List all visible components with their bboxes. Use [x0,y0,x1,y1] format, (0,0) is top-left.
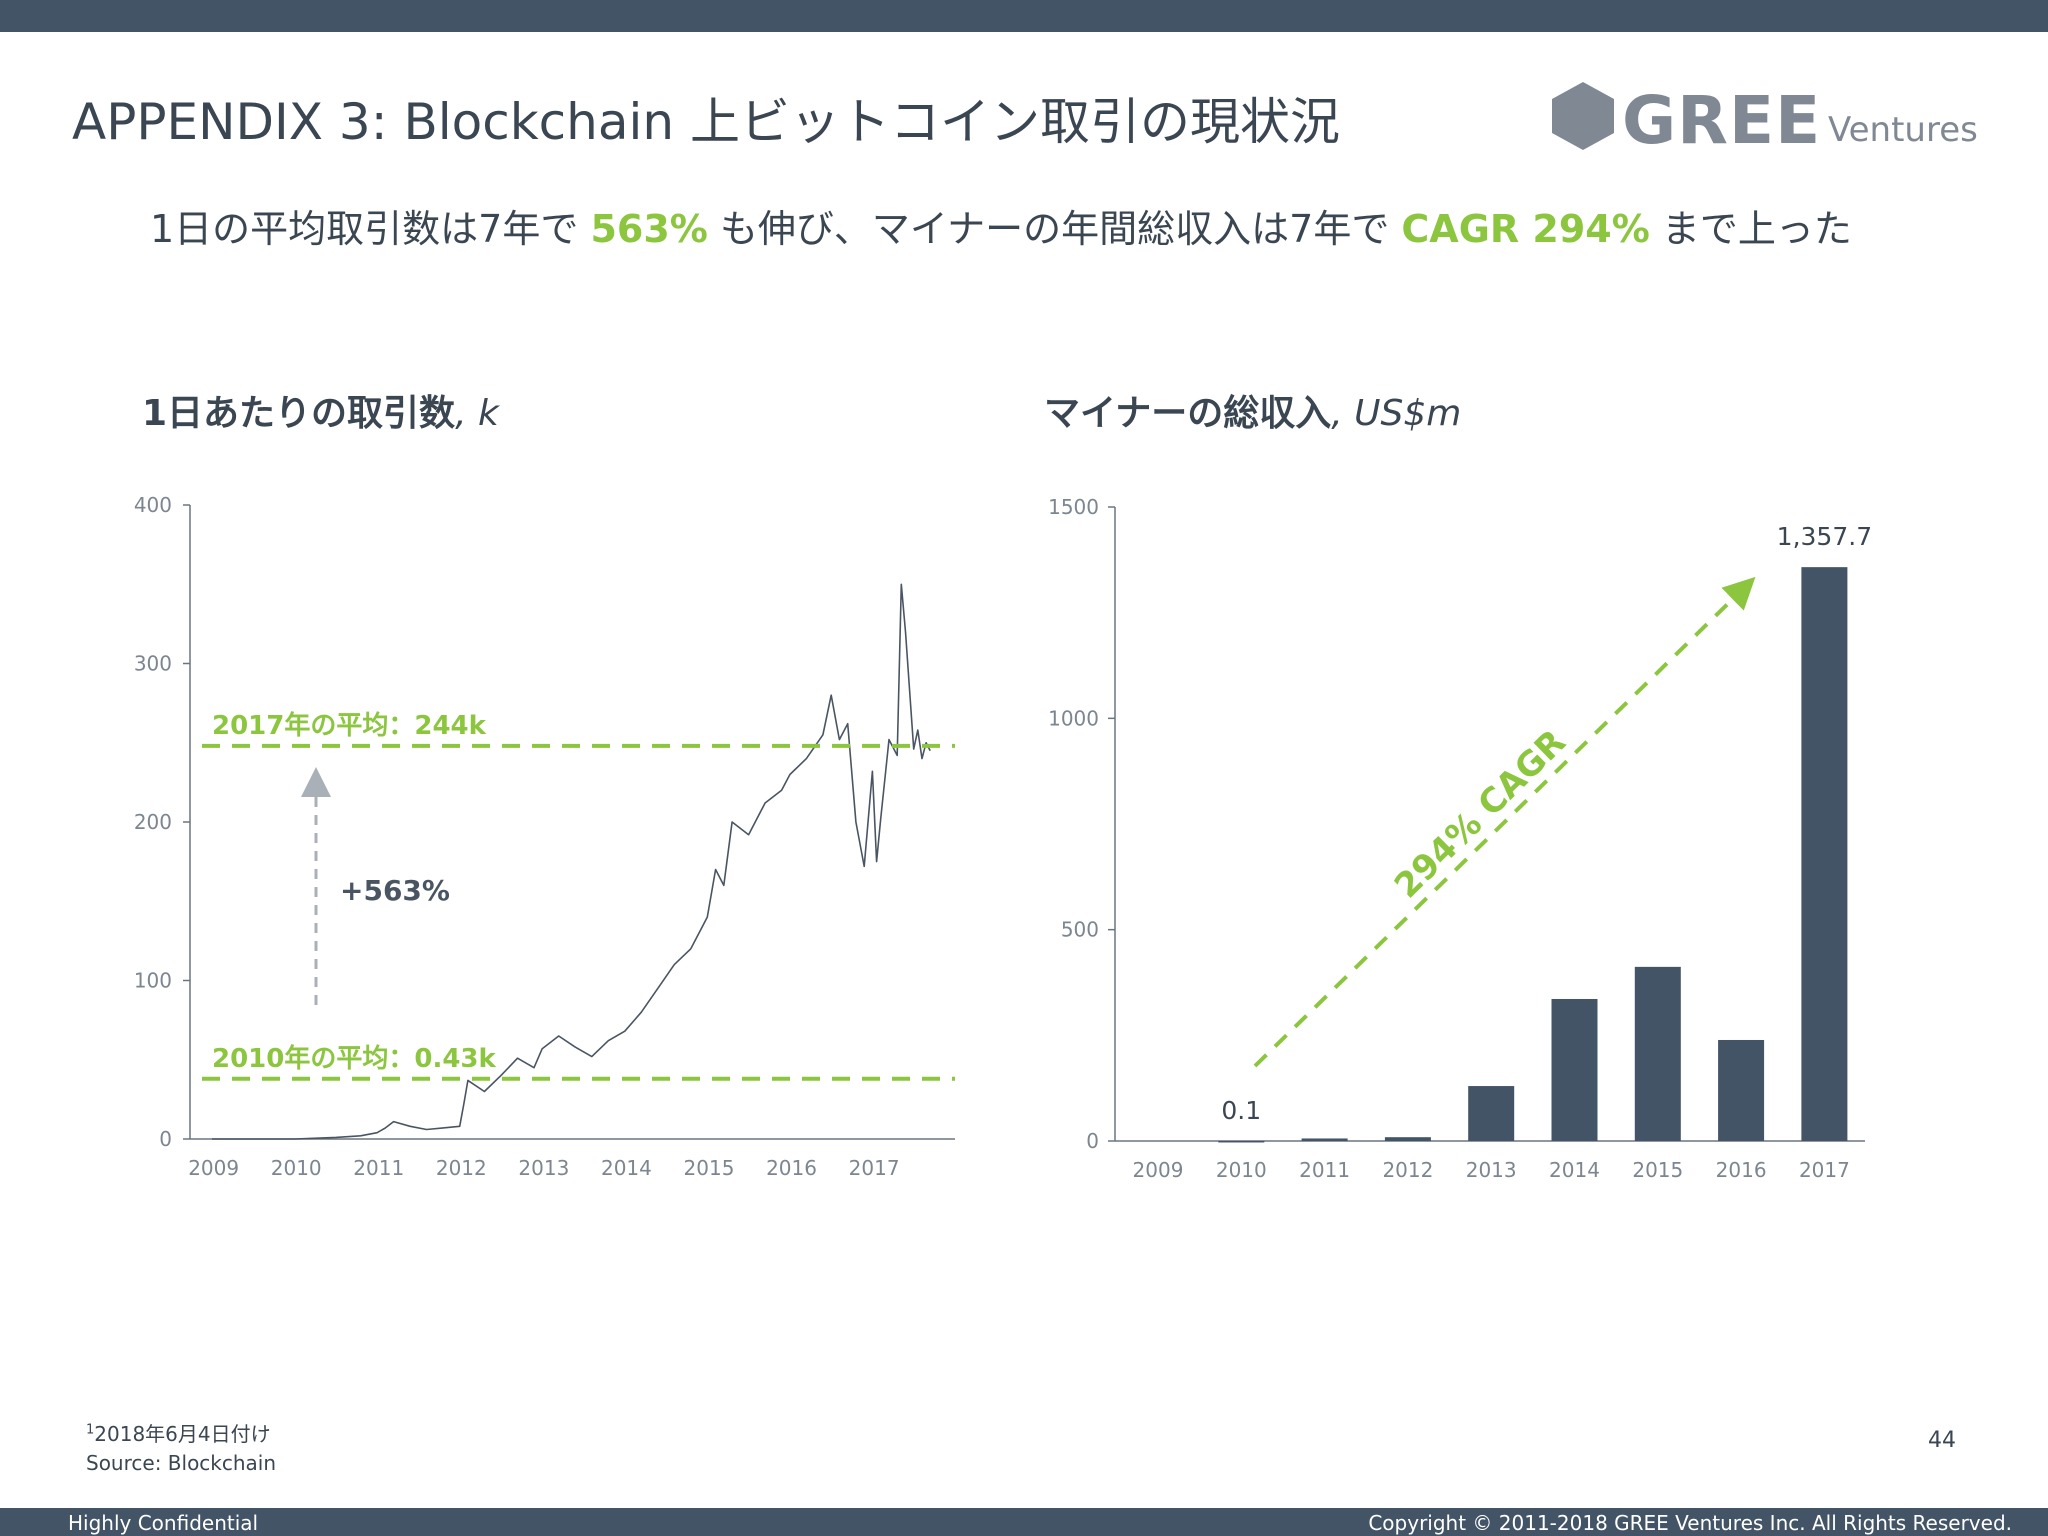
page-number: 44 [1928,1428,1956,1453]
confidential-label: Highly Confidential [68,1511,259,1535]
right-x-tick-label: 2009 [1133,1158,1184,1182]
source-note: Source: Blockchain [86,1451,277,1475]
revenue-bar [1468,1086,1515,1141]
subtitle-part-2: も伸び、マイナーの年間総収入は7年で [707,207,1402,251]
left-y-tick-label: 300 [134,652,172,676]
growth-annotation: +563% [340,874,450,907]
revenue-bar [1218,1140,1265,1143]
transactions-line [212,583,931,1140]
bar-data-label: 0.1 [1221,1096,1261,1125]
cagr-annotation: 294% CAGR [1387,722,1574,906]
left-x-tick-label: 2014 [601,1156,652,1180]
right-x-tick-label: 2015 [1632,1158,1683,1182]
right-x-tick-label: 2011 [1299,1158,1350,1182]
left-x-tick-label: 2016 [766,1156,817,1180]
right-bar-chart: 0 500 1000 1500 2009 2010 0.1 2011 2012 2013 2014 2… [1048,495,1872,1182]
left-x-tick-label: 2017 [849,1156,900,1180]
left-x-tick-label: 2013 [518,1156,569,1180]
left-chart-title: 1日あたりの取引数, k [142,384,499,436]
right-y-tick-label: 1000 [1048,706,1099,730]
reference-line-label: 2017年の平均：244k [212,710,487,741]
right-y-tick-label: 0 [1086,1129,1099,1153]
logo-word: GREE [1622,82,1822,159]
page-title: APPENDIX 3: Blockchain 上ビットコイン取引の現状況 [72,93,1340,151]
revenue-bar [1301,1138,1348,1141]
right-x-tick-label: 2014 [1549,1158,1600,1182]
revenue-bar [1718,1039,1765,1141]
revenue-bar [1634,966,1681,1141]
left-x-tick-label: 2012 [436,1156,487,1180]
revenue-bar [1801,567,1848,1141]
left-line-chart: 0 100 200 300 400 2009 2010 2011 2012 2013 2014 201… [134,493,955,1180]
left-y-tick-label: 0 [159,1127,172,1151]
copyright-label: Copyright © 2011-2018 GREE Ventures Inc.… [1368,1511,2012,1535]
right-x-tick-label: 2012 [1382,1158,1433,1182]
subtitle-part-1: 1日の平均取引数は7年で [150,207,591,251]
right-x-tick-label: 2010 [1216,1158,1267,1182]
right-x-tick-label: 2016 [1716,1158,1767,1182]
left-x-tick-label: 2010 [271,1156,322,1180]
subtitle-highlight-2: CAGR 294% [1401,207,1650,251]
footnote-marker: 1 [86,1422,95,1438]
revenue-bar [1384,1137,1431,1141]
subtitle-highlight-1: 563% [590,207,708,251]
right-chart-title: マイナーの総収入, US$m [1044,384,1461,436]
cagr-arrow [1253,576,1756,1068]
left-y-tick-label: 400 [134,493,172,517]
footnote: 12018年6月4日付け [86,1418,271,1447]
right-x-tick-label: 2017 [1799,1158,1850,1182]
left-y-tick-label: 100 [134,969,172,993]
left-chart-title-text: 1日あたりの取引数 [142,393,456,434]
hexagon-logo-icon [1552,82,1614,150]
top-bar [0,0,2048,32]
left-x-tick-label: 2015 [684,1156,735,1180]
right-x-tick-label: 2013 [1466,1158,1517,1182]
bar-data-label: 1,357.7 [1777,522,1872,551]
left-x-tick-label: 2011 [353,1156,404,1180]
right-chart-unit: , US$m [1331,393,1462,434]
bottom-bar: Highly Confidential Copyright © 2011-201… [0,1508,2048,1536]
left-y-tick-label: 200 [134,810,172,834]
subtitle: 1日の平均取引数は7年で 563% も伸び、マイナーの年間総収入は7年で CAG… [150,198,1852,253]
reference-line-label: 2010年の平均：0.43k [212,1043,497,1074]
left-x-tick-label: 2009 [188,1156,239,1180]
right-y-tick-label: 500 [1061,918,1099,942]
logo-sub: Ventures [1828,110,1978,150]
logo: GREE Ventures [1548,78,1998,159]
right-y-tick-label: 1500 [1048,495,1099,519]
subtitle-part-3: まで上った [1649,207,1852,251]
revenue-bar [1551,998,1598,1141]
right-chart-title-text: マイナーの総収入 [1044,393,1332,434]
footnote-text: 2018年6月4日付け [94,1422,271,1446]
left-chart-unit: , k [455,393,499,434]
